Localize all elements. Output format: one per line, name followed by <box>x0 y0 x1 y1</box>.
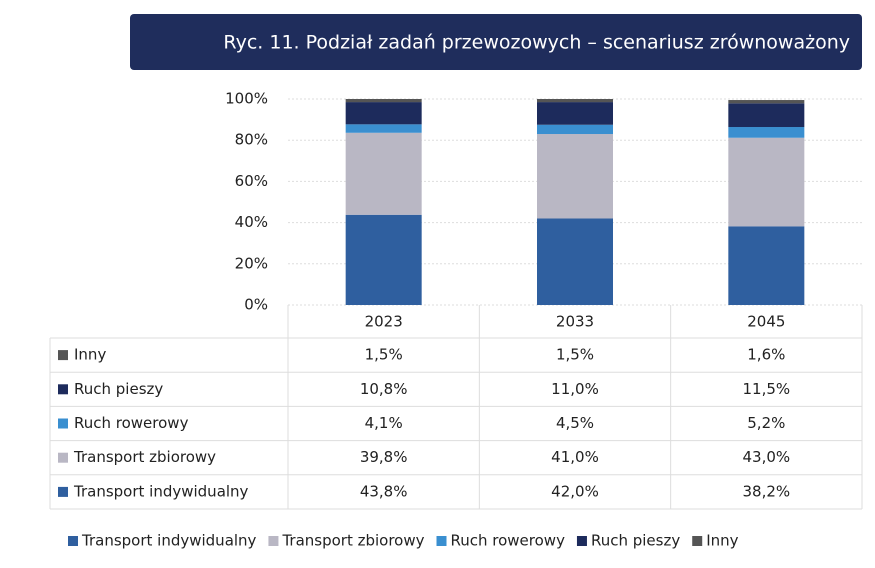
bar-segment <box>537 99 613 103</box>
bar-segment <box>345 99 422 103</box>
table-value: 42,0% <box>551 482 599 500</box>
x-tick-label: 2023 <box>365 313 403 331</box>
legend-swatch <box>58 418 68 429</box>
table-value: 1,5% <box>365 346 403 364</box>
legend-swatch <box>692 536 703 546</box>
bar-segment <box>537 218 613 305</box>
table-value: 43,8% <box>360 482 408 500</box>
table-value: 41,0% <box>551 448 599 466</box>
table-value: 10,8% <box>360 380 408 398</box>
legend-label: Inny <box>706 532 738 550</box>
bar-segment <box>537 134 613 219</box>
legend-swatch <box>68 536 78 546</box>
x-tick-label: 2045 <box>747 313 785 331</box>
legend-swatch <box>268 536 279 546</box>
y-tick-label: 60% <box>235 172 268 190</box>
bar-segment <box>537 102 613 125</box>
legend-swatch <box>58 486 68 497</box>
bar-segment <box>345 124 422 133</box>
title-banner <box>130 14 862 70</box>
y-tick-label: 80% <box>235 131 268 149</box>
table-value: 4,5% <box>556 414 594 432</box>
row-label: Inny <box>74 346 106 364</box>
table-value: 11,0% <box>551 380 599 398</box>
bar-segment <box>345 102 422 125</box>
legend-swatch <box>58 384 68 395</box>
table-value: 39,8% <box>360 448 408 466</box>
legend-swatch <box>58 452 68 463</box>
y-tick-label: 100% <box>225 90 268 108</box>
bar-segment <box>345 132 422 215</box>
bar-segment <box>345 214 422 305</box>
bar-segment <box>728 137 805 227</box>
y-tick-label: 0% <box>244 296 268 314</box>
table-value: 5,2% <box>747 414 785 432</box>
legend-swatch <box>576 536 587 546</box>
chart-title: Ryc. 11. Podział zadań przewozowych – sc… <box>223 32 850 54</box>
row-label: Ruch rowerowy <box>74 414 189 432</box>
table-value: 43,0% <box>743 448 791 466</box>
legend-swatch <box>436 536 447 546</box>
bar-segment <box>728 127 805 138</box>
legend-swatch <box>58 350 68 361</box>
bar-segment <box>728 226 805 305</box>
row-label: Transport zbiorowy <box>73 448 216 466</box>
row-label: Ruch pieszy <box>74 380 163 398</box>
bar-segment <box>728 100 805 104</box>
bar-segment <box>537 124 613 135</box>
bar-segment <box>728 103 805 128</box>
table-value: 1,5% <box>556 346 594 364</box>
legend-label: Ruch pieszy <box>591 532 680 550</box>
table-value: 38,2% <box>743 482 791 500</box>
table-value: 1,6% <box>747 346 785 364</box>
y-tick-label: 20% <box>235 254 268 272</box>
legend-label: Ruch rowerowy <box>451 532 566 550</box>
legend-label: Transport indywidualny <box>81 532 257 550</box>
y-tick-label: 40% <box>235 213 268 231</box>
legend-label: Transport zbiorowy <box>281 532 424 550</box>
table-value: 11,5% <box>743 380 791 398</box>
table-value: 4,1% <box>365 414 403 432</box>
x-tick-label: 2033 <box>556 313 594 331</box>
row-label: Transport indywidualny <box>73 482 249 500</box>
